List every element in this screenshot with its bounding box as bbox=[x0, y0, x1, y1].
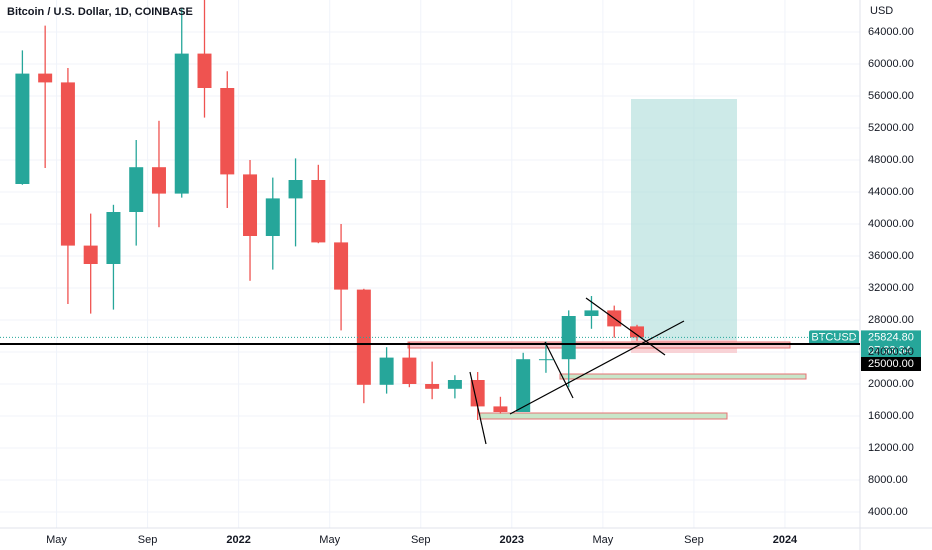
trend-lines bbox=[469, 297, 685, 445]
candle-body bbox=[470, 380, 485, 407]
y-tick-label: 20000.00 bbox=[868, 378, 914, 390]
y-tick-label: 48000.00 bbox=[868, 154, 914, 166]
candle-body bbox=[288, 180, 303, 199]
zone-rectangle[interactable] bbox=[479, 412, 728, 420]
y-tick-label: 64000.00 bbox=[868, 26, 914, 38]
y-tick-label: 32000.00 bbox=[868, 282, 914, 294]
y-tick-label: 24000.00 bbox=[868, 346, 914, 358]
y-tick-label: 44000.00 bbox=[868, 186, 914, 198]
zone-rectangle[interactable] bbox=[559, 373, 807, 380]
last-price-label: 25824.80 bbox=[868, 331, 914, 343]
candle-body bbox=[334, 242, 349, 290]
candle-body bbox=[151, 167, 166, 194]
candle-body bbox=[220, 88, 235, 175]
x-tick-label: May bbox=[46, 534, 67, 546]
x-tick-label: May bbox=[592, 534, 613, 546]
candle-body bbox=[311, 180, 326, 243]
axis-unit: USD bbox=[870, 5, 893, 17]
candle-body bbox=[447, 380, 462, 389]
candle-body bbox=[83, 245, 98, 264]
candles bbox=[15, 0, 644, 420]
x-tick-label: May bbox=[319, 534, 340, 546]
candle-body bbox=[425, 384, 440, 389]
x-tick-label: Sep bbox=[684, 534, 704, 546]
y-tick-label: 12000.00 bbox=[868, 442, 914, 454]
candle-body bbox=[15, 73, 30, 184]
chart-title: Bitcoin / U.S. Dollar, 1D, COINBASE bbox=[7, 6, 193, 18]
y-tick-label: 4000.00 bbox=[868, 506, 908, 518]
countdown-label: 07:33:34 bbox=[868, 344, 911, 356]
candle-body bbox=[38, 73, 53, 83]
candle-body bbox=[243, 174, 258, 236]
trend-line[interactable] bbox=[469, 371, 487, 445]
y-tick-label: 8000.00 bbox=[868, 474, 908, 486]
y-tick-label: 52000.00 bbox=[868, 122, 914, 134]
y-tick-label: 56000.00 bbox=[868, 90, 914, 102]
candle-body bbox=[106, 212, 121, 264]
candle-body bbox=[265, 198, 280, 236]
x-tick-label: 2023 bbox=[500, 534, 524, 546]
x-tick-label: Sep bbox=[138, 534, 158, 546]
y-tick-label: 40000.00 bbox=[868, 218, 914, 230]
last-price-box bbox=[861, 330, 921, 358]
candle-body bbox=[561, 316, 576, 360]
candle-body bbox=[197, 53, 212, 88]
level-label: 25000.00 bbox=[868, 358, 914, 370]
trend-line[interactable] bbox=[585, 297, 666, 356]
long-position-target[interactable] bbox=[631, 99, 737, 340]
level-label-box bbox=[861, 357, 921, 371]
y-tick-label: 16000.00 bbox=[868, 410, 914, 422]
y-tick-label: 28000.00 bbox=[868, 314, 914, 326]
candle-body bbox=[379, 357, 394, 385]
candle-body bbox=[493, 406, 508, 412]
candle-body bbox=[174, 53, 189, 194]
candle-body bbox=[538, 359, 553, 361]
candle-body bbox=[584, 310, 599, 316]
trend-line[interactable] bbox=[509, 320, 685, 415]
y-tick-label: 36000.00 bbox=[868, 250, 914, 262]
trend-line[interactable] bbox=[544, 341, 574, 399]
grid bbox=[0, 0, 860, 528]
candle-body bbox=[402, 357, 417, 384]
x-tick-label: 2022 bbox=[226, 534, 250, 546]
candle-body bbox=[630, 326, 644, 338]
candle-body bbox=[60, 82, 75, 246]
candle-body bbox=[129, 167, 144, 212]
x-tick-label: 2024 bbox=[773, 534, 798, 546]
candle-body bbox=[516, 359, 531, 412]
x-tick-label: Sep bbox=[411, 534, 431, 546]
y-tick-label: 60000.00 bbox=[868, 58, 914, 70]
